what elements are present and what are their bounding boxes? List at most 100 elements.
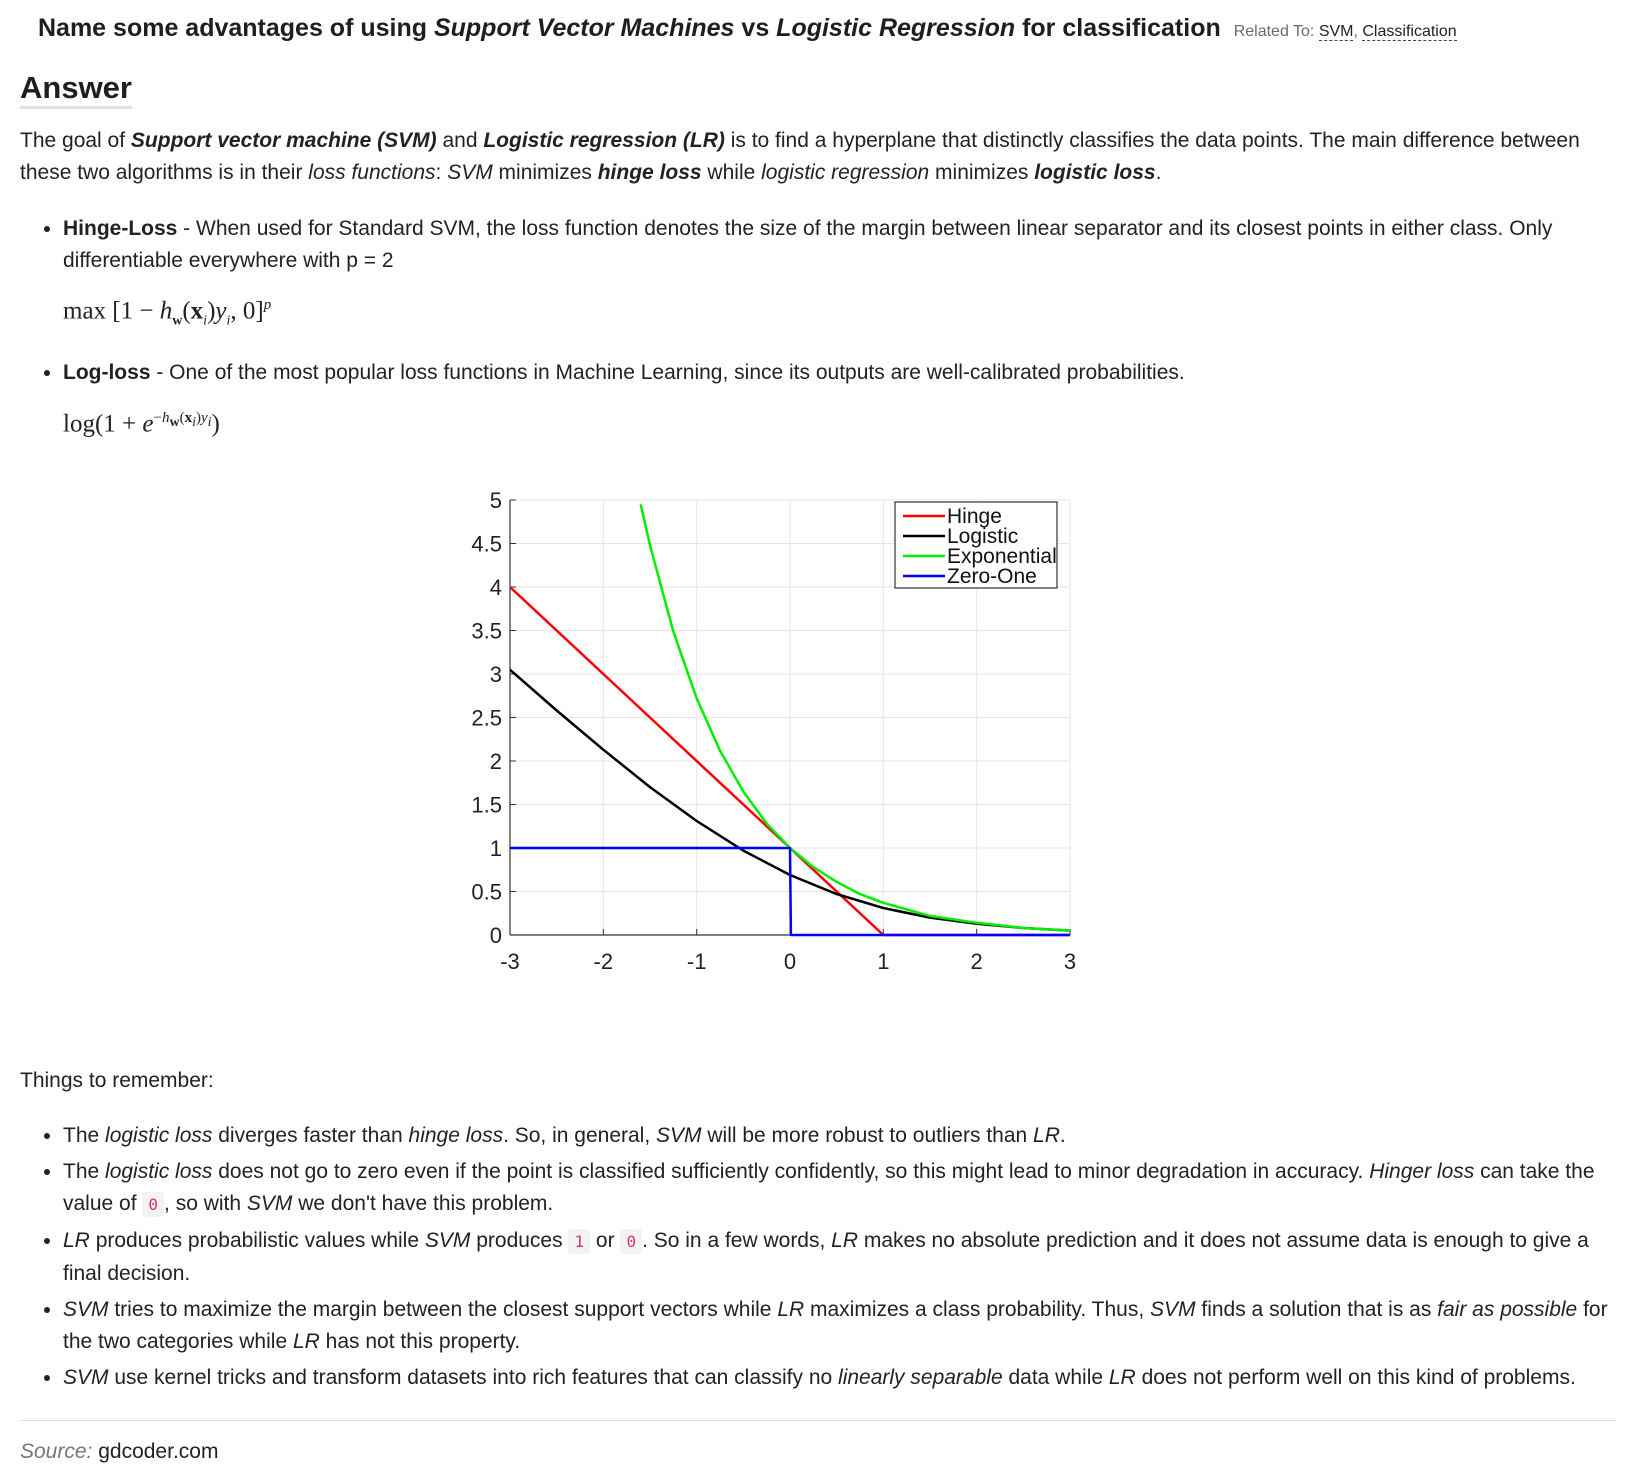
things-to-remember-list: The logistic loss diverges faster than h… xyxy=(30,1120,1623,1398)
text: tries to maximize the margin between the… xyxy=(108,1298,778,1321)
text: The xyxy=(63,1160,106,1183)
legend-label-hinge: Hinge xyxy=(947,505,1002,528)
tag-link-svm[interactable]: SVM xyxy=(1318,23,1354,41)
y-tick-label: 1.5 xyxy=(471,793,502,818)
text: . So in a few words, xyxy=(642,1229,832,1252)
emphasis: logistic loss xyxy=(1034,161,1156,184)
series-line-exponential xyxy=(639,504,1070,932)
hinge-loss-item: Hinge-Loss - When used for Standard SVM,… xyxy=(63,213,1623,277)
remember-item-4: SVM tries to maximize the margin between… xyxy=(63,1294,1623,1358)
x-tick-label: -3 xyxy=(500,949,520,974)
answer-heading: Answer xyxy=(20,70,132,109)
text: The goal of xyxy=(20,129,131,152)
emphasis: LR xyxy=(1033,1124,1060,1147)
emphasis: SVM xyxy=(63,1366,109,1389)
source-label: Source: xyxy=(20,1440,93,1463)
remember-item-5: SVM use kernel tricks and transform data… xyxy=(63,1362,1623,1394)
related-label: Related To: xyxy=(1233,23,1315,40)
text: is to find a hyperplane that distinctly … xyxy=(20,129,1580,184)
related-tags: Related To: SVM, Classification xyxy=(1233,23,1457,41)
question-text: Name some advantages of using xyxy=(38,14,434,42)
log-loss-formula: log(1 + e−hw(xi)yi) xyxy=(63,410,220,438)
y-tick-label: 2.5 xyxy=(471,706,502,731)
things-to-remember-heading: Things to remember: xyxy=(20,1069,214,1092)
y-tick-label: 5 xyxy=(490,490,502,513)
x-tick-label: -1 xyxy=(687,949,707,974)
text: does not perform well on this kind of pr… xyxy=(1135,1366,1576,1389)
text: minimizes xyxy=(492,161,598,184)
question-term-svm: Support Vector Machines xyxy=(433,14,735,42)
lr-full-name: Logistic regression (LR) xyxy=(483,129,725,152)
emphasis: linearly separable xyxy=(838,1366,1003,1389)
text: , so with xyxy=(164,1192,247,1215)
svm-full-name: Support vector machine (SVM) xyxy=(130,129,437,152)
log-loss-item: Log-loss - One of the most popular loss … xyxy=(63,357,1623,389)
text: does not go to zero even if the point is… xyxy=(212,1160,1370,1183)
text: . xyxy=(1059,1124,1066,1147)
remember-item-2: The logistic loss does not go to zero ev… xyxy=(63,1156,1623,1221)
hinge-loss-title: Hinge-Loss xyxy=(63,217,178,240)
text: minimizes xyxy=(929,161,1035,184)
y-tick-label: 3.5 xyxy=(471,619,502,644)
text: and xyxy=(436,129,484,152)
emphasis: loss functions xyxy=(308,161,436,184)
emphasis: hinge loss xyxy=(408,1124,504,1147)
emphasis: LR xyxy=(777,1298,805,1321)
text: produces probabilistic values while xyxy=(89,1229,425,1252)
text: will be more robust to outliers than xyxy=(701,1124,1034,1147)
emphasis: logistic loss xyxy=(105,1160,213,1183)
text: The xyxy=(63,1124,106,1147)
legend-label-exponential: Exponential xyxy=(947,545,1057,568)
text: while xyxy=(701,161,762,184)
y-tick-label: 3 xyxy=(490,662,502,687)
emphasis: LR xyxy=(292,1330,320,1353)
hinge-bullet-list: Hinge-Loss - When used for Standard SVM,… xyxy=(30,213,1623,277)
source-line: Source: gdcoder.com xyxy=(20,1440,218,1464)
intro-paragraph: The goal of Support vector machine (SVM)… xyxy=(20,125,1610,189)
emphasis: Hinger loss xyxy=(1369,1160,1475,1183)
legend-label-logistic: Logistic xyxy=(947,525,1018,548)
remember-item-1: The logistic loss diverges faster than h… xyxy=(63,1120,1623,1152)
tag-link-classification[interactable]: Classification xyxy=(1362,23,1457,41)
question-title: Name some advantages of using Support Ve… xyxy=(38,14,1598,43)
x-tick-label: -2 xyxy=(594,949,614,974)
y-tick-label: 0 xyxy=(490,923,502,948)
legend-label-zero-one: Zero-One xyxy=(947,565,1037,588)
text: or xyxy=(590,1229,621,1252)
text: finds a solution that is as xyxy=(1195,1298,1438,1321)
text: : xyxy=(435,161,448,184)
log-loss-description: - One of the most popular loss functions… xyxy=(150,361,1185,384)
hinge-loss-description: - When used for Standard SVM, the loss f… xyxy=(63,217,1553,272)
question-text: vs xyxy=(734,14,777,42)
text: use kernel tricks and transform datasets… xyxy=(108,1366,839,1389)
text: has not this property. xyxy=(319,1330,521,1353)
emphasis: LR xyxy=(831,1229,859,1252)
text: . xyxy=(1155,161,1162,184)
y-tick-label: 0.5 xyxy=(471,880,502,905)
question-text: for classification xyxy=(1015,14,1221,42)
series-line-zero-one xyxy=(510,846,1070,937)
text: diverges faster than xyxy=(212,1124,409,1147)
text: can take the value of xyxy=(63,1160,1595,1215)
emphasis: SVM xyxy=(656,1124,702,1147)
y-tick-label: 2 xyxy=(490,749,502,774)
text: . So, in general, xyxy=(503,1124,657,1147)
emphasis: LR xyxy=(63,1229,90,1252)
emphasis: LR xyxy=(1108,1366,1136,1389)
source-site[interactable]: gdcoder.com xyxy=(98,1440,219,1463)
hinge-loss-formula: max [1 − hw(xi)yi, 0]p xyxy=(63,297,272,329)
y-tick-label: 4 xyxy=(490,575,502,600)
emphasis: SVM xyxy=(63,1298,109,1321)
emphasis: logistic regression xyxy=(761,161,930,184)
divider xyxy=(20,1420,1616,1421)
log-loss-title: Log-loss xyxy=(63,361,151,384)
emphasis: logistic loss xyxy=(105,1124,213,1147)
text: maximizes a class probability. Thus, xyxy=(804,1298,1151,1321)
y-tick-label: 1 xyxy=(490,836,502,861)
x-tick-label: 1 xyxy=(877,949,889,974)
inline-code: 1 xyxy=(568,1229,591,1254)
text: for the two categories while xyxy=(63,1298,1608,1353)
emphasis: SVM xyxy=(246,1192,293,1215)
x-tick-label: 0 xyxy=(784,949,796,974)
